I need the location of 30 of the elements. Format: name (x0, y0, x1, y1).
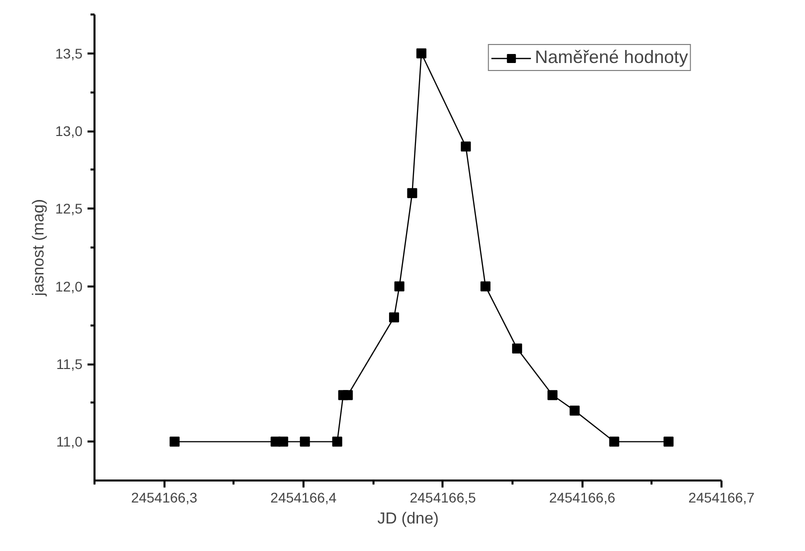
point (460, 142, 471, 152)
point (407, 188, 418, 198)
x-tick-label: 2454166,4 (270, 490, 337, 506)
legend-label: Naměřené hodnoty (534, 47, 688, 68)
point (300, 436, 310, 447)
point (389, 312, 400, 322)
point (570, 406, 580, 416)
point (547, 390, 558, 400)
y-tick-label: 11,5 (56, 356, 83, 372)
x-tick-label: 2454166,7 (688, 490, 755, 506)
point (512, 343, 522, 354)
y-tick-label: 13,0 (55, 123, 83, 139)
y-tick-label: 13,5 (55, 45, 83, 62)
x-tick-label: 2454166,5 (410, 490, 476, 506)
y-axis-title: jasnost (mag) (30, 199, 48, 297)
point (394, 281, 404, 292)
y-tick-label: 11,0 (56, 434, 83, 450)
point (332, 436, 342, 447)
x-tick-label: 2454166,3 (131, 490, 198, 506)
point (278, 436, 288, 447)
point (416, 48, 426, 58)
point (480, 281, 490, 292)
x-tick-label: 2454166,6 (549, 490, 616, 506)
point (170, 436, 180, 447)
point (609, 436, 620, 447)
y-tick-label: 12,5 (55, 200, 83, 217)
y-tick-label: 12,0 (55, 278, 83, 294)
point (664, 436, 674, 447)
x-axis-title: JD (dne) (377, 510, 439, 528)
point (342, 390, 353, 400)
